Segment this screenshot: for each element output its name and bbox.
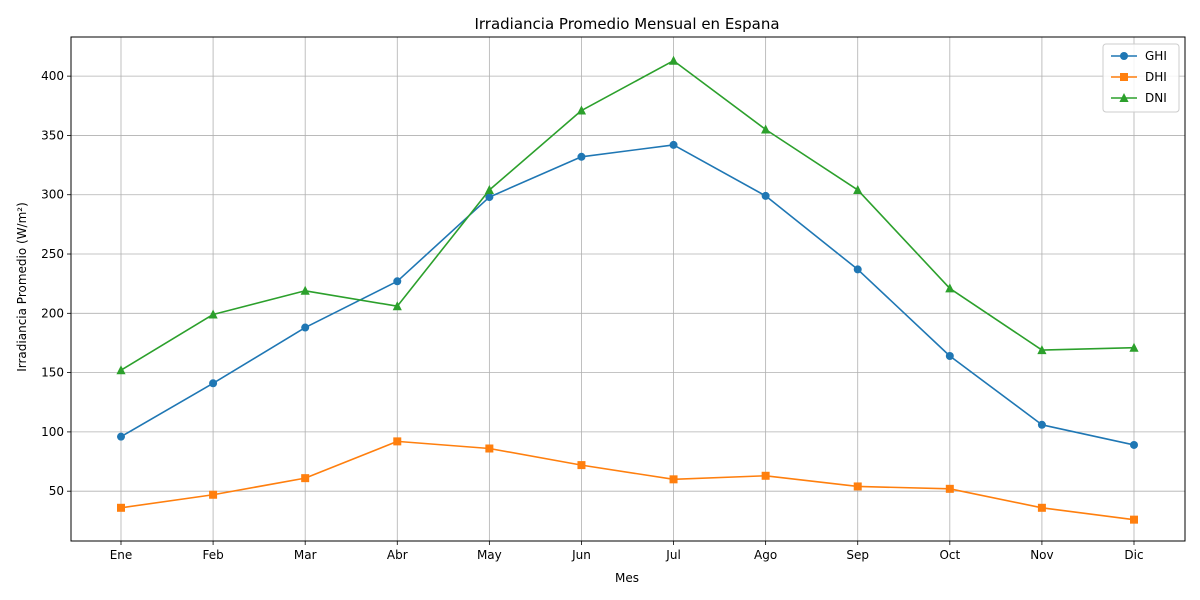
data-point-dhi xyxy=(577,461,586,470)
data-point-dni xyxy=(853,184,863,194)
grid xyxy=(71,37,1185,541)
data-point-ghi xyxy=(761,191,770,200)
x-tick-label: Oct xyxy=(939,548,960,562)
data-point-ghi xyxy=(209,379,218,388)
data-point-ghi xyxy=(117,432,125,441)
data-point-ghi xyxy=(1037,420,1046,429)
y-tick-label: 200 xyxy=(41,306,64,320)
x-tick-label: Feb xyxy=(202,548,223,562)
legend-marker-ghi xyxy=(1120,52,1128,60)
y-tick-label: 250 xyxy=(41,247,64,261)
data-point-dhi xyxy=(209,490,218,499)
legend-label-dni: DNI xyxy=(1145,91,1167,105)
data-point-ghi xyxy=(301,323,310,332)
data-point-ghi xyxy=(393,277,402,286)
x-axis-ticks: Ene Feb Mar Abr May Jun Jul Ago Sep Oct Nov Dic xyxy=(110,541,1144,562)
x-tick-label: Abr xyxy=(387,548,408,562)
data-point-dhi xyxy=(301,474,310,483)
x-tick-label: Mar xyxy=(294,548,317,562)
legend: GHI DHI DNI xyxy=(1102,43,1180,113)
y-tick-label: 350 xyxy=(41,128,64,142)
data-point-dhi xyxy=(669,475,678,484)
data-point-dni xyxy=(761,124,771,134)
data-point-dhi xyxy=(1037,503,1046,512)
plot-area-frame xyxy=(70,36,1186,542)
y-tick-label: 150 xyxy=(41,366,64,380)
x-tick-label: Dic xyxy=(1124,548,1143,562)
series-line-dni xyxy=(120,59,1135,371)
data-point-dhi xyxy=(761,471,770,480)
chart-title: Irradiancia Promedio Mensual en Espana xyxy=(474,15,779,33)
x-tick-label: Nov xyxy=(1030,548,1053,562)
legend-label-dhi: DHI xyxy=(1145,70,1167,84)
data-point-dni xyxy=(116,365,126,375)
series-layer xyxy=(116,55,1139,524)
data-point-dni xyxy=(668,55,679,65)
data-point-dni xyxy=(208,309,218,319)
y-tick-label: 300 xyxy=(41,188,64,202)
data-point-ghi xyxy=(485,193,494,202)
data-point-ghi xyxy=(1130,440,1138,449)
series-line-dhi xyxy=(120,440,1135,521)
series-ghi xyxy=(117,140,1138,449)
data-point-dni xyxy=(300,285,310,295)
y-tick-label: 100 xyxy=(41,425,64,439)
legend-marker-dhi xyxy=(1120,73,1128,81)
series-dni xyxy=(116,55,1139,375)
x-axis-label: Mes xyxy=(615,571,639,585)
series-line-ghi xyxy=(120,144,1135,446)
data-point-dhi xyxy=(1130,515,1138,524)
legend-label-ghi: GHI xyxy=(1145,49,1167,63)
data-point-dhi xyxy=(117,503,125,512)
data-point-dhi xyxy=(853,482,862,491)
data-point-ghi xyxy=(853,265,862,274)
data-point-ghi xyxy=(577,152,586,161)
y-axis-ticks: 50 100 150 200 250 300 350 400 xyxy=(41,69,71,498)
data-point-dni xyxy=(945,283,955,293)
legend-marker-dni xyxy=(1119,93,1129,102)
y-tick-label: 50 xyxy=(49,484,64,498)
data-point-dhi xyxy=(485,444,494,453)
data-point-ghi xyxy=(945,352,954,361)
data-point-dni xyxy=(392,301,402,311)
y-axis-label: Irradiancia Promedio (W/m²) xyxy=(15,202,29,372)
data-point-dhi xyxy=(945,484,954,493)
x-tick-label: Sep xyxy=(846,548,869,562)
x-tick-label: Jun xyxy=(571,548,591,562)
data-point-ghi xyxy=(669,140,678,149)
data-point-dni xyxy=(1037,345,1047,355)
data-point-dni xyxy=(484,184,494,194)
x-tick-label: Ene xyxy=(110,548,133,562)
y-tick-label: 400 xyxy=(41,69,64,83)
data-point-dhi xyxy=(393,437,402,446)
x-tick-label: Ago xyxy=(754,548,777,562)
series-dhi xyxy=(117,437,1138,524)
data-point-dni xyxy=(1129,342,1139,352)
data-point-dni xyxy=(576,105,587,115)
legend-box xyxy=(1102,43,1180,113)
x-tick-label: May xyxy=(477,548,502,562)
x-tick-label: Jul xyxy=(665,548,680,562)
